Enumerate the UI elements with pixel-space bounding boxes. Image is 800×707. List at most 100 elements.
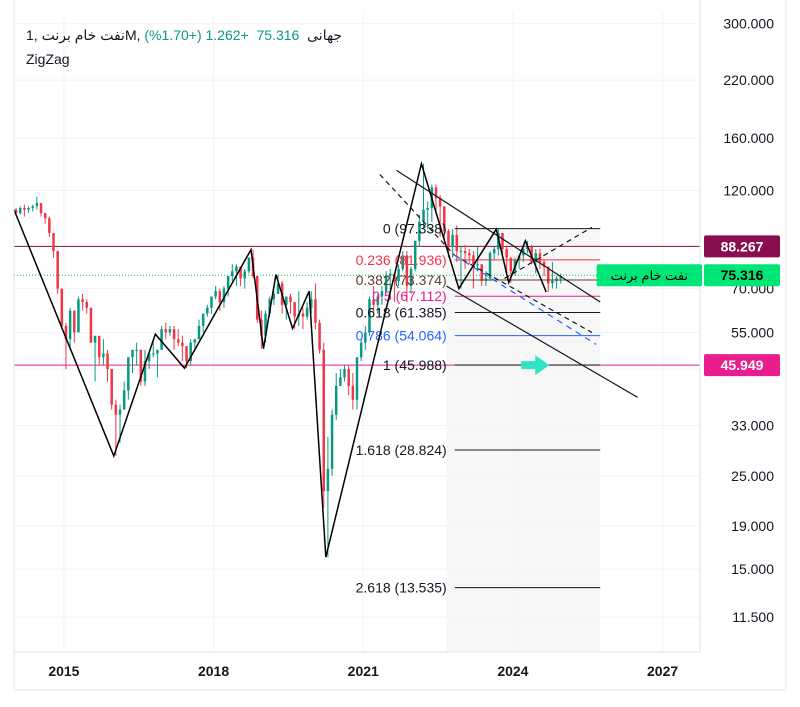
candle-body <box>380 291 384 297</box>
legend-symbol-sep: , <box>33 27 42 43</box>
candle-body <box>214 291 217 297</box>
candle-body <box>301 313 305 317</box>
candle-body <box>459 251 463 253</box>
time-tick-label: 2027 <box>647 663 678 679</box>
last-price-symbol-text: نفت خام برنت <box>611 268 688 284</box>
candle-body <box>131 349 134 358</box>
fib-background <box>446 228 601 653</box>
candle-body <box>438 198 442 207</box>
last-price-symbol-tag[interactable]: نفت خام برنت <box>596 264 702 287</box>
trendline[interactable] <box>446 285 638 398</box>
candle-body <box>347 368 350 386</box>
price-tag-support[interactable]: 45.949 <box>704 354 780 377</box>
candle-body <box>534 253 538 263</box>
trendline[interactable] <box>504 226 593 279</box>
candle-body <box>434 187 438 199</box>
candle-body <box>181 342 184 347</box>
candle-body <box>451 234 454 247</box>
price-tick-label: 33.000 <box>731 417 774 433</box>
candle-body <box>156 349 159 354</box>
price-tag-last[interactable]: 75.316 <box>704 264 780 287</box>
zigzag-line[interactable] <box>13 160 547 558</box>
time-tick-label: 2015 <box>48 663 79 679</box>
candle-body <box>409 268 413 286</box>
candle-body <box>551 280 554 284</box>
candle-body <box>372 299 375 305</box>
price-tag-text: 45.949 <box>721 357 764 373</box>
candle-body <box>160 329 163 350</box>
fib-level-label: 0.236 (81.936) <box>356 252 447 268</box>
candle-body <box>339 377 342 386</box>
candle-body <box>322 349 325 492</box>
candle-body <box>501 232 504 250</box>
candle-body <box>56 251 59 289</box>
candle-body <box>455 234 459 252</box>
candle-body <box>268 299 271 314</box>
candle-body <box>310 299 313 308</box>
candle-body <box>243 271 246 279</box>
candle-body <box>189 342 192 362</box>
fib-level-label: 0.5 (67.112) <box>372 288 446 304</box>
candle-body <box>376 296 380 305</box>
candle-body <box>97 335 101 358</box>
candle-body <box>492 249 496 254</box>
time-tick-label: 2018 <box>198 663 229 679</box>
candle-body <box>135 349 138 351</box>
candle-body <box>64 325 68 340</box>
candle-body <box>226 276 230 289</box>
price-tag-box <box>704 235 780 258</box>
candle-body <box>247 257 251 272</box>
candle-body <box>364 332 367 343</box>
time-axis-bg <box>0 652 800 702</box>
candle-body <box>289 296 292 303</box>
candle-body <box>488 253 492 279</box>
candle-body <box>480 264 483 281</box>
legend-last: 75.316 <box>256 27 300 43</box>
candle-body <box>418 221 421 241</box>
candle-body <box>231 271 234 277</box>
price-tick-label: 160.000 <box>723 130 774 146</box>
candle-body <box>176 339 180 343</box>
candle-body <box>39 203 43 214</box>
legend-symbol-row[interactable]: 1, نفت خام برنتM, جهانی 75.316 +1.262 (+… <box>26 27 342 44</box>
candle-body <box>81 299 84 303</box>
candle-body <box>285 296 288 305</box>
price-tag-text: 88.267 <box>721 238 764 254</box>
indicator-legend[interactable]: ZigZag <box>26 51 70 67</box>
candles <box>14 163 562 558</box>
fib-level-label: 0.618 (61.385) <box>356 304 447 320</box>
candle-body <box>118 409 122 415</box>
price-tick-label: 300.000 <box>723 16 774 32</box>
candle-body <box>52 232 55 252</box>
price-tick-label: 120.000 <box>723 182 774 198</box>
candle-body <box>102 353 105 358</box>
fib-level-label: 1 (45.988) <box>383 357 447 373</box>
price-tag-text: 75.316 <box>721 267 764 283</box>
candle-body <box>264 313 267 336</box>
fib-level-label: 0 (97.338) <box>383 221 447 237</box>
candle-body <box>272 293 276 300</box>
candle-body <box>85 302 89 308</box>
candle-body <box>60 288 64 326</box>
zigzag-indicator[interactable] <box>13 160 547 558</box>
candle-body <box>168 329 172 333</box>
legend-change: +1.262 <box>205 27 249 43</box>
arrow-marker <box>521 355 550 376</box>
price-tag-resistance[interactable]: 88.267 <box>704 235 780 258</box>
candle-body <box>48 218 51 233</box>
candle-body <box>18 207 22 214</box>
candle-body <box>359 342 363 358</box>
trendline[interactable] <box>379 174 456 256</box>
candle-body <box>147 353 151 362</box>
fib-level-label: 2.618 (13.535) <box>356 580 447 596</box>
projection-line[interactable] <box>454 254 597 345</box>
legend-exchange: جهانی <box>307 27 343 43</box>
price-tick-label: 25.000 <box>731 468 774 484</box>
candle-body <box>368 299 371 333</box>
legend-symbol: 1 <box>26 27 34 43</box>
candle-body <box>343 368 346 378</box>
candle-body <box>210 296 213 308</box>
